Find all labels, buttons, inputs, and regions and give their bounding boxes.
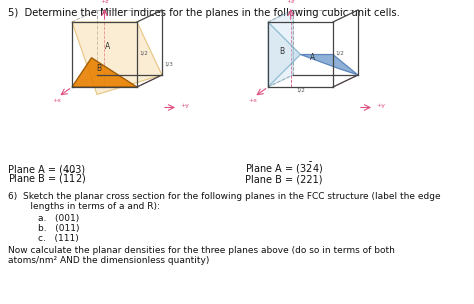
Text: +z: +z [286,0,295,4]
Text: 1/3: 1/3 [164,61,173,67]
Text: 6)  Sketch the planar cross section for the following planes in the FCC structur: 6) Sketch the planar cross section for t… [8,192,441,201]
Text: a.   (001): a. (001) [38,214,79,223]
Text: A: A [310,53,315,62]
Text: +z: +z [100,0,109,4]
Text: +y: +y [180,103,189,109]
Text: Plane B = ($\bar{1}$$\bar{1}$2): Plane B = ($\bar{1}$$\bar{1}$2) [8,171,86,186]
Polygon shape [301,54,358,75]
Text: Plane A = (3$\bar{2}$4): Plane A = (3$\bar{2}$4) [245,161,323,175]
Text: Plane B = (221): Plane B = (221) [245,175,322,185]
Text: 1/2: 1/2 [139,50,148,56]
Polygon shape [268,10,301,87]
Text: +x: +x [248,98,257,103]
Text: c.   (111): c. (111) [38,234,79,243]
Text: lengths in terms of a and R):: lengths in terms of a and R): [16,202,160,211]
Text: +x: +x [52,98,61,103]
Polygon shape [72,22,162,95]
Text: Plane A = (403): Plane A = (403) [8,164,85,174]
Text: atoms/nm² AND the dimensionless quantity): atoms/nm² AND the dimensionless quantity… [8,256,210,265]
Text: Now calculate the planar densities for the three planes above (do so in terms of: Now calculate the planar densities for t… [8,246,395,255]
Text: +y: +y [376,103,385,109]
Polygon shape [268,22,301,87]
Text: A: A [105,42,110,51]
Text: 5)  Determine the Miller indices for the planes in the following cubic unit cell: 5) Determine the Miller indices for the … [8,8,400,18]
Polygon shape [72,58,137,87]
Text: B: B [97,64,102,73]
Text: 1/2: 1/2 [335,50,344,56]
Text: B: B [280,47,285,56]
Text: 1/2: 1/2 [296,87,305,92]
Text: b.   (011): b. (011) [38,224,80,233]
